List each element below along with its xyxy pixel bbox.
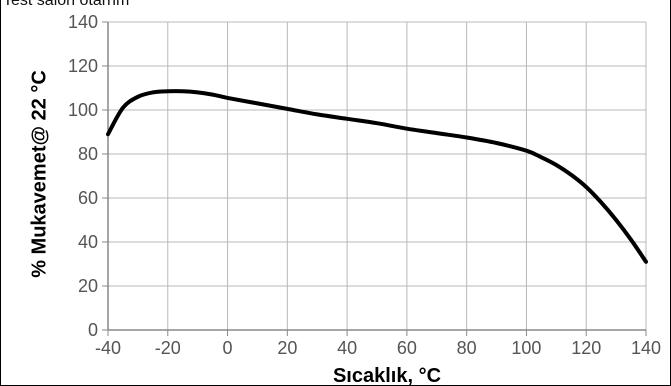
- y-tick-label: 40: [78, 232, 98, 252]
- x-tick-label: 100: [511, 338, 541, 358]
- x-tick-label: 60: [397, 338, 417, 358]
- grid: [107, 21, 647, 331]
- x-tick-label: 80: [457, 338, 477, 358]
- y-tick-label: 100: [68, 100, 98, 120]
- y-tick-label: 80: [78, 144, 98, 164]
- x-tick-label: 40: [337, 338, 357, 358]
- x-tick-label: -20: [155, 338, 181, 358]
- x-tick-labels: -40 -20 0 20 40 60 80 100 120 140: [95, 338, 661, 358]
- header-text: Test sàlón ótàrnm: [3, 0, 130, 9]
- x-tick-label: 0: [223, 338, 233, 358]
- y-axis-label: % Mukavemet@ 22 °C: [28, 70, 50, 278]
- y-tick-label: 60: [78, 188, 98, 208]
- x-tick-label: 120: [571, 338, 601, 358]
- x-axis-label: Sıcaklık, °C: [333, 365, 441, 386]
- y-tick-label: 140: [68, 12, 98, 32]
- series-line: [106, 89, 648, 264]
- y-tick-label: 20: [78, 276, 98, 296]
- x-tick-label: 140: [631, 338, 661, 358]
- x-tick-label: -40: [95, 338, 121, 358]
- y-tick-label: 120: [68, 56, 98, 76]
- axes: [102, 21, 647, 336]
- x-tick-label: 20: [277, 338, 297, 358]
- y-tick-labels: 0 20 40 60 80 100 120 140: [68, 12, 98, 340]
- y-tick-label: 0: [88, 320, 98, 340]
